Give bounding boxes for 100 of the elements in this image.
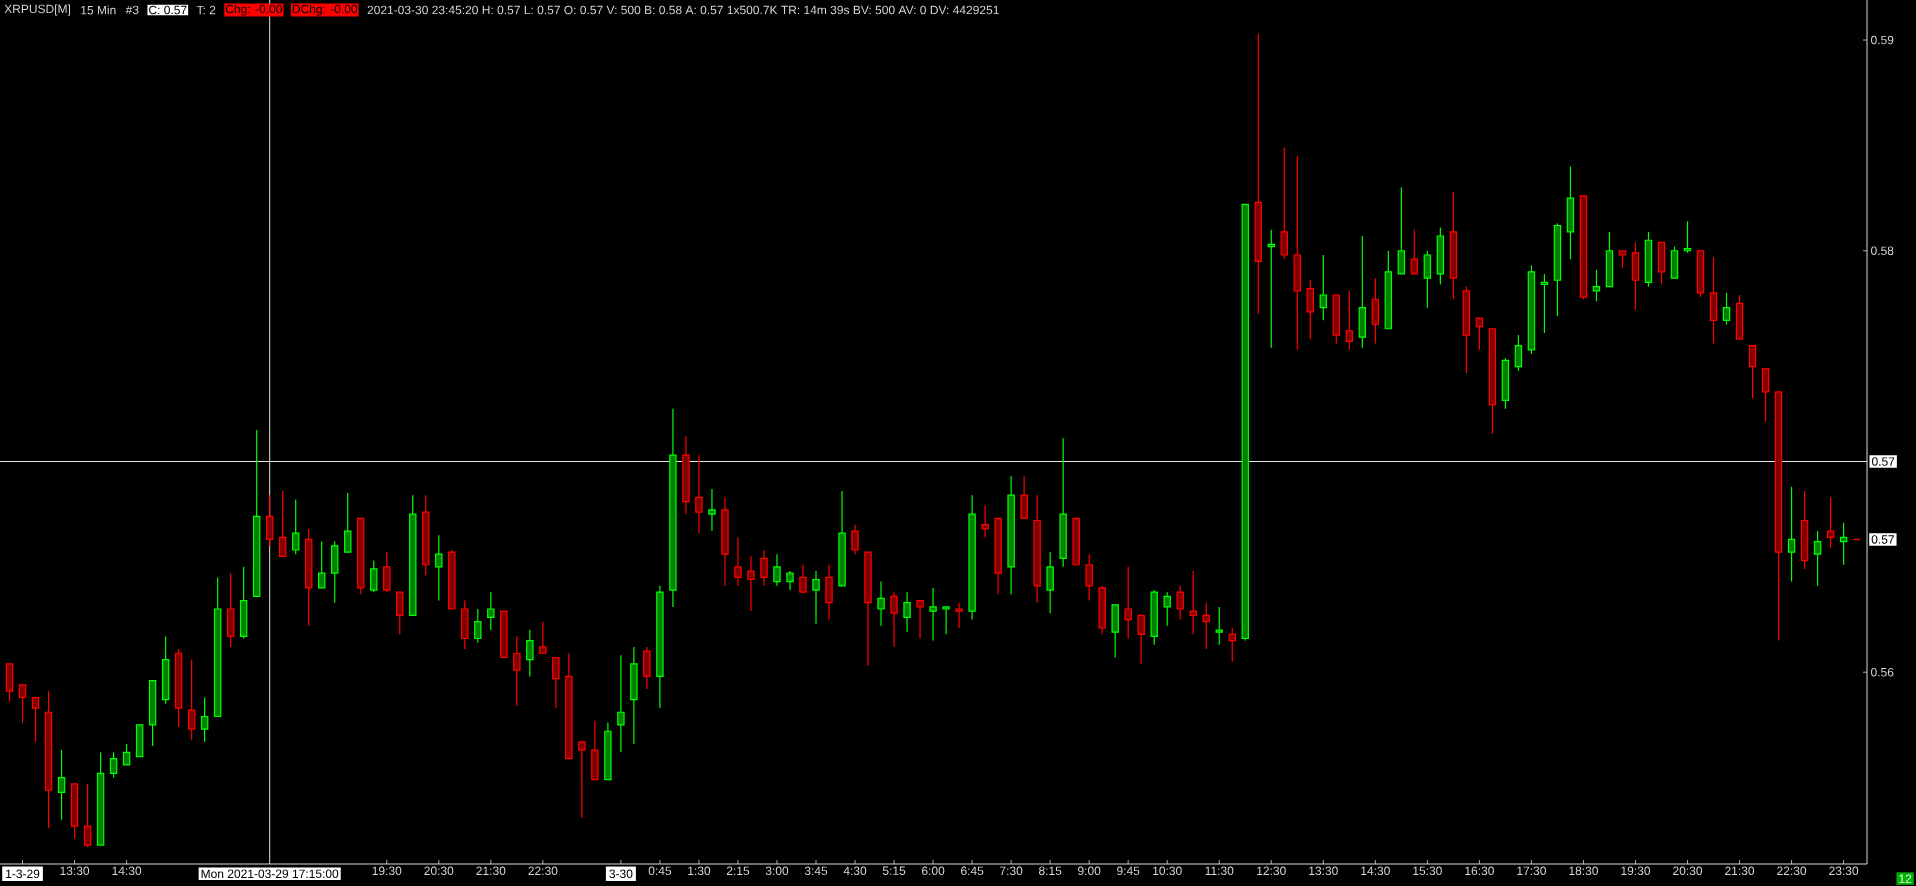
y-tick-label: 0.58: [1871, 246, 1894, 255]
candlestick: [1163, 591, 1171, 627]
y-tick-label: 0.56: [1871, 667, 1894, 677]
x-tick-label: 9:45: [1117, 866, 1140, 876]
candlestick: [851, 524, 859, 555]
candlestick: [318, 540, 326, 589]
x-tick-label: 6:00: [922, 866, 945, 876]
annotation: DChg: -0.00: [292, 4, 358, 16]
text: 12: [1899, 874, 1912, 883]
x-tick-label: 3:00: [765, 866, 789, 876]
annotation: 2021-03-30 23:45:20 H: 0.57 L: 0.57 O: 0.57 V: 500 B: 0.58 A: 0.57 1x500.7K TR: 14m 39s BV: 500 AV: 0 DV: 4429251: [367, 5, 999, 15]
candlestick: [18, 684, 27, 724]
x-tick-label: 13:30: [1309, 866, 1338, 876]
candlestick: [812, 570, 820, 625]
candlestick: [1540, 273, 1549, 334]
candlestick: [760, 549, 768, 587]
x-tick-label: 14:30: [112, 866, 142, 876]
candlestick: [747, 555, 755, 612]
candlestick: [773, 553, 781, 587]
annotation: Chg: -0.00: [225, 4, 282, 16]
candlestick: [617, 654, 625, 753]
candlestick: [916, 599, 924, 640]
x-tick-label: 3-30: [609, 869, 633, 879]
candlestick: [1683, 220, 1692, 254]
x-tick-label: 15:30: [1413, 866, 1442, 876]
candlestick: [57, 749, 66, 821]
x-tick-label: 5:15: [882, 866, 906, 875]
candlestick: [1826, 496, 1835, 549]
x-tick-label: 1:30: [688, 866, 711, 876]
candlestick: [786, 570, 794, 591]
candlestick: [1124, 566, 1132, 640]
candlestick: [187, 658, 196, 741]
x-tick-label: 16:30: [1465, 866, 1494, 876]
x-tick-label: 19:30: [1621, 866, 1651, 876]
candlestick: [278, 490, 287, 557]
candlestick: [552, 656, 560, 709]
x-tick-label: 3:45: [804, 866, 828, 876]
candlestick: [200, 696, 209, 743]
candlestick: [1215, 606, 1223, 646]
candlestick: [383, 551, 391, 593]
x-tick-label: 23:30: [1829, 866, 1859, 876]
x-tick-label: 17:30: [1517, 866, 1546, 876]
candlestick: [1319, 254, 1328, 321]
candlestick: [1592, 269, 1601, 302]
x-tick-label: 22:30: [528, 866, 558, 876]
candlestick: [942, 606, 950, 635]
ref-line-label: Mon 2021-03-29 17:15:00: [201, 869, 339, 878]
candlestick: [981, 505, 989, 538]
candlestick: [1813, 530, 1822, 587]
candlestick: [1280, 146, 1288, 260]
x-tick-label: 21:30: [476, 866, 506, 876]
x-tick-label: 18:30: [1569, 866, 1598, 876]
x-tick-label: 20:30: [424, 866, 454, 876]
candlestick: [344, 492, 352, 553]
x-tick-label: 7:30: [1000, 866, 1023, 876]
candlestick: [291, 498, 300, 555]
candlestick: [708, 488, 716, 532]
candlestick: [1085, 553, 1093, 602]
y-tick-label: 0.59: [1871, 35, 1894, 45]
annotation: T: 2: [196, 5, 216, 15]
candlestick: [1020, 475, 1028, 519]
candlestick: [1787, 486, 1796, 583]
candlestick: [1839, 522, 1848, 566]
candlestick: [890, 591, 898, 648]
candlestick: [1202, 602, 1210, 650]
candlestick: [1176, 585, 1184, 621]
candlestick: [1345, 290, 1354, 351]
x-tick-label: 0:45: [648, 866, 672, 876]
candlestick: [1046, 551, 1054, 614]
candlestick: [1722, 292, 1731, 326]
candlestick: [1397, 186, 1406, 275]
candlestick: [955, 602, 963, 629]
candlestick: [929, 587, 937, 642]
x-tick-label: 9:00: [1078, 866, 1101, 876]
candlestick: [1267, 229, 1275, 349]
annotation: 15 Min: [81, 5, 116, 15]
candlestick: [877, 581, 885, 627]
x-tick-label: 4:30: [843, 866, 867, 876]
annotation: #3: [125, 5, 139, 15]
candlestick: [474, 608, 482, 644]
candlestick: [1514, 334, 1523, 372]
x-tick-label: 6:45: [961, 866, 984, 876]
candlestick: [109, 751, 118, 779]
candlestick: [903, 591, 911, 633]
candlestick: [122, 743, 131, 766]
x-tick-label: 11:30: [1205, 866, 1234, 876]
candlestick: [83, 783, 92, 848]
candlestick: [1137, 614, 1145, 665]
candlestick: [1306, 279, 1315, 340]
x-tick-label: 19:30: [372, 866, 402, 876]
x-tick-label: 20:30: [1673, 866, 1703, 876]
x-tick-label: 22:30: [1777, 866, 1807, 876]
x-tick-label: 21:30: [1725, 866, 1755, 876]
x-tick-label: 13:30: [60, 866, 90, 876]
candlestick: [799, 564, 807, 593]
x-tick-label: 2:15: [726, 866, 750, 876]
candlestick: [396, 591, 404, 635]
x-tick-label: 12:30: [1257, 866, 1286, 876]
x-tick-label: 14:30: [1361, 866, 1390, 876]
candlestick: [513, 635, 521, 707]
